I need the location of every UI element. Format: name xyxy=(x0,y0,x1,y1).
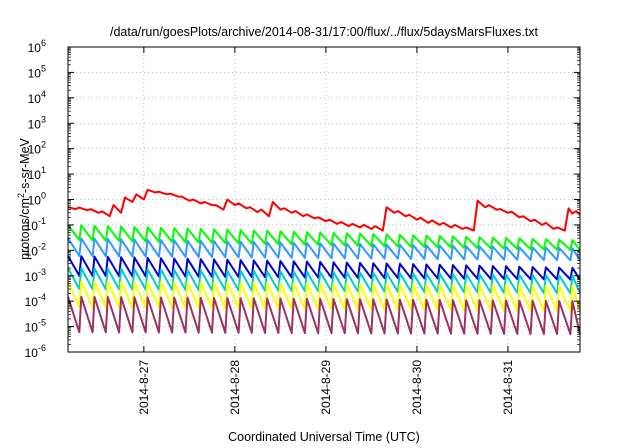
y-tick-label: 103 xyxy=(28,114,46,131)
series-line-4 xyxy=(67,255,581,281)
chart-title: /data/run/goesPlots/archive/2014-08-31/1… xyxy=(110,25,539,39)
series-line-6 xyxy=(67,280,581,313)
x-tick-label: 2014-8-31 xyxy=(501,360,515,415)
x-axis-label: Coordinated Universal Time (UTC) xyxy=(228,430,420,444)
x-tick-label: 2014-8-28 xyxy=(228,360,242,415)
y-tick-label: 105 xyxy=(28,63,46,80)
y-tick-label: 101 xyxy=(28,165,46,182)
grid-lines xyxy=(68,47,580,352)
y-axis-label: protons/cm2-s-sr-MeV xyxy=(16,137,32,259)
y-tick-label: 10-2 xyxy=(25,241,46,258)
x-tick-label: 2014-8-29 xyxy=(319,360,333,415)
series-line-7 xyxy=(67,295,581,336)
y-axis-label-rest: -s-sr-MeV xyxy=(18,137,32,193)
y-axis: 10-6 10-5 10-4 10-3 10-2 10-1 100 101 102 103 104 1… xyxy=(25,38,580,360)
series-line-1 xyxy=(67,188,581,232)
y-tick-label: 10-6 xyxy=(25,343,46,360)
y-axis-label-sup: 2 xyxy=(16,193,26,198)
x-tick-label: 2014-8-27 xyxy=(137,360,151,415)
y-tick-label: 106 xyxy=(28,38,46,55)
series-line-2 xyxy=(67,224,581,251)
series-line-3 xyxy=(67,237,581,262)
x-tick-label: 2014-8-30 xyxy=(410,360,424,415)
series-line-5 xyxy=(67,267,581,295)
y-tick-label: 104 xyxy=(28,89,46,106)
y-tick-label: 10-1 xyxy=(25,216,46,233)
y-tick-label: 102 xyxy=(28,140,46,157)
plot-area xyxy=(67,188,581,336)
y-tick-label: 10-5 xyxy=(25,318,46,335)
y-tick-label: 10-4 xyxy=(25,292,46,309)
y-tick-label: 10-3 xyxy=(25,267,46,284)
y-axis-label-base: protons/cm xyxy=(18,198,32,260)
y-tick-label: 100 xyxy=(28,191,46,208)
x-axis: 2014-8-27 2014-8-28 2014-8-29 2014-8-30 2014… xyxy=(137,47,515,415)
